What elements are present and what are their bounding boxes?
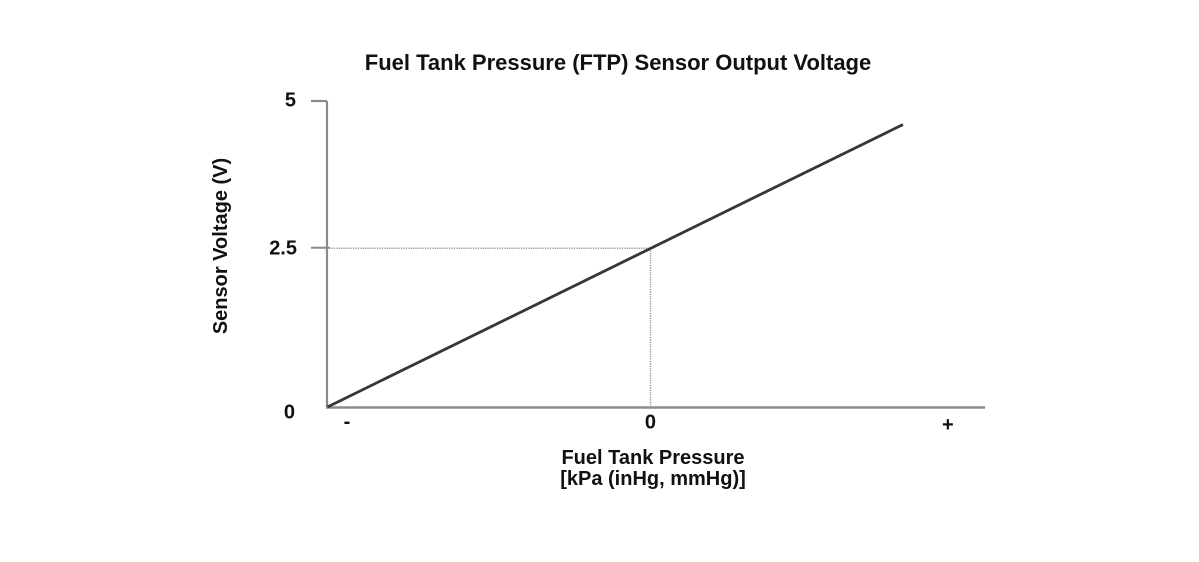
svg-text:-: - xyxy=(344,411,351,433)
svg-text:+: + xyxy=(942,414,954,436)
svg-text:Fuel Tank Pressure (FTP) Senso: Fuel Tank Pressure (FTP) Sensor Output V… xyxy=(365,50,871,75)
svg-text:[kPa (inHg, mmHg)]: [kPa (inHg, mmHg)] xyxy=(560,468,746,490)
svg-text:2.5: 2.5 xyxy=(269,238,297,260)
svg-text:5: 5 xyxy=(285,89,296,111)
svg-text:Sensor Voltage (V): Sensor Voltage (V) xyxy=(210,158,232,334)
svg-text:0: 0 xyxy=(645,411,656,433)
svg-text:0: 0 xyxy=(284,402,295,424)
svg-text:Fuel Tank Pressure: Fuel Tank Pressure xyxy=(561,447,744,469)
